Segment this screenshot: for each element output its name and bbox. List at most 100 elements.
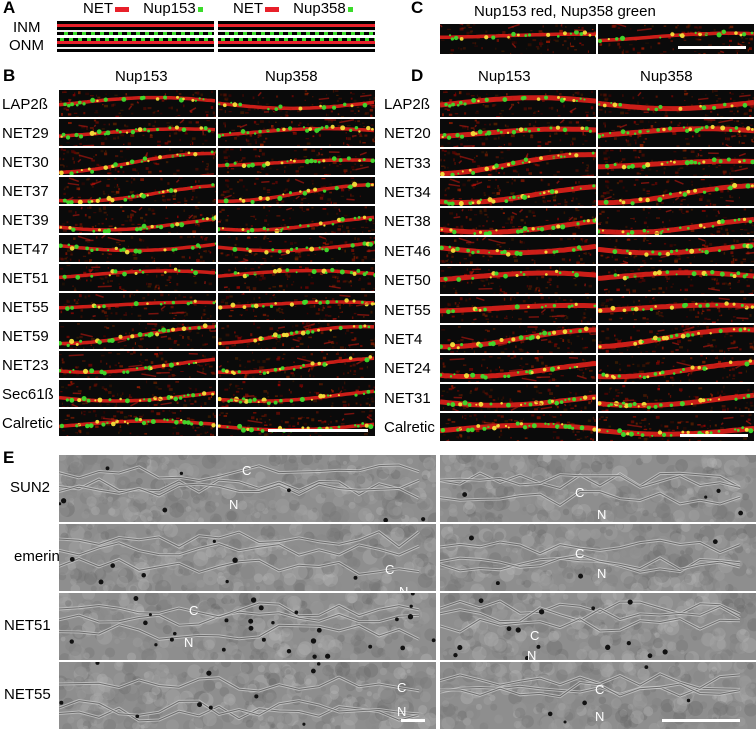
panel-d-micrograph: [598, 325, 754, 353]
panel-b-row-label: NET39: [2, 211, 49, 229]
panel-d-row-label: NET38: [384, 213, 431, 231]
nup-green-swatch-2: [347, 6, 353, 12]
panel-d-scale-bar: [680, 433, 748, 437]
panel-d-letter: D: [411, 66, 424, 85]
schematic-onm-nup358: [218, 38, 378, 52]
panel-d-micrograph: [598, 178, 754, 206]
panel-b-micrograph: [218, 119, 375, 146]
panel-b-micrograph: [59, 148, 216, 175]
em-marker-n: N: [229, 497, 239, 512]
panel-d-row-label: Calretic: [384, 419, 435, 437]
panel-d-micrograph: [598, 207, 754, 235]
panel-b-micrograph: [59, 293, 216, 320]
panel-d-micrograph: [440, 325, 596, 353]
panel-b-micrograph: [59, 380, 216, 407]
panel-b-micrograph: [59, 409, 216, 436]
panel-d-header-nup153: Nup153: [478, 68, 531, 85]
panel-b-micrograph: [59, 351, 216, 378]
panel-b-micrograph: [218, 235, 375, 262]
schematic-onm-nup153: [57, 38, 217, 52]
panel-e-row-label: SUN2: [10, 479, 51, 496]
panel-b-micrograph: [218, 206, 375, 233]
panel-d-micrograph: [440, 148, 596, 177]
panel-b-micrograph: [218, 177, 375, 204]
panel-d-micrograph: [598, 266, 754, 294]
em-marker-n: N: [597, 507, 607, 522]
panel-e-em-image: CN: [59, 524, 436, 591]
panel-b-row-label: Calretic: [2, 414, 53, 432]
panel-d-micrograph: [440, 237, 596, 265]
panel-a-letter: A: [3, 0, 16, 17]
em-marker-n: N: [527, 648, 537, 660]
em-marker-c: C: [575, 485, 585, 500]
panel-b-micrograph: [218, 90, 375, 117]
panel-d-row-label: NET4: [384, 330, 423, 348]
panel-b-micrograph: [218, 264, 375, 291]
panel-e-row-label: emerin: [14, 548, 60, 565]
em-marker-c: C: [397, 680, 407, 695]
em-marker-c: C: [530, 628, 540, 643]
panel-e-scale-bar: [401, 719, 425, 722]
net-red-swatch-2: [265, 6, 279, 12]
legend-net-label-2: NET: [233, 0, 263, 17]
panel-a-legend-right: NET Nup358: [233, 0, 353, 17]
panel-c-image-left: [440, 24, 596, 54]
panel-d-micrograph: [598, 148, 754, 177]
panel-c-letter: C: [411, 0, 424, 17]
panel-b-micrograph: [218, 148, 375, 175]
em-marker-c: C: [189, 603, 199, 618]
panel-b-row-label: LAP2ß: [2, 95, 48, 113]
panel-b-header-nup153: Nup153: [115, 68, 168, 85]
scale-bar-c: [678, 46, 746, 49]
panel-d-micrograph: [598, 413, 754, 441]
em-marker-c: C: [595, 682, 605, 697]
row-label-onm: ONM: [9, 37, 44, 54]
panel-b-row-label: NET47: [2, 240, 49, 258]
panel-d-micrograph: [598, 119, 754, 147]
panel-d-micrograph: [598, 354, 754, 382]
panel-b-micrograph: [218, 351, 375, 378]
panel-e-row-label: NET55: [4, 686, 51, 703]
panel-e-letter: E: [3, 448, 15, 467]
panel-d-header-nup358: Nup358: [640, 68, 693, 85]
panel-b-micrograph: [218, 409, 375, 436]
panel-b-row-label: NET37: [2, 182, 49, 200]
panel-c-image-right: [598, 24, 754, 54]
panel-d-micrograph: [440, 266, 596, 294]
panel-d-micrograph: [598, 384, 754, 412]
panel-b-micrograph: [218, 322, 375, 349]
legend-net-label: NET: [83, 0, 113, 17]
panel-d-micrograph: [440, 90, 596, 118]
panel-d-row-label: NET34: [384, 183, 431, 201]
panel-b-header-nup358: Nup358: [265, 68, 318, 85]
nup-green-swatch: [197, 6, 203, 12]
panel-d-micrograph: [598, 295, 754, 324]
panel-d-micrograph: [440, 207, 596, 235]
panel-d-row-label: NET24: [384, 360, 431, 378]
panel-b-micrograph: [218, 380, 375, 407]
em-marker-c: C: [242, 463, 252, 478]
em-marker-n: N: [595, 709, 605, 724]
panel-d-row-label: NET20: [384, 125, 431, 143]
row-label-inm: INM: [13, 19, 41, 36]
panel-d-row-label: NET33: [384, 154, 431, 172]
panel-d-micrograph: [440, 354, 596, 382]
panel-d-micrograph: [440, 295, 596, 324]
legend-nup153-label: Nup153: [143, 0, 196, 17]
panel-d-row-label: NET46: [384, 242, 431, 260]
panel-d-micrograph: [440, 178, 596, 206]
panel-b-micrograph: [59, 235, 216, 262]
panel-b-scale-bar: [268, 429, 368, 432]
em-marker-c: C: [575, 546, 585, 561]
panel-b-micrograph: [59, 177, 216, 204]
panel-d-row-label: NET50: [384, 272, 431, 290]
em-marker-n: N: [397, 704, 407, 719]
panel-b-micrograph: [59, 264, 216, 291]
panel-d-micrograph: [440, 119, 596, 147]
